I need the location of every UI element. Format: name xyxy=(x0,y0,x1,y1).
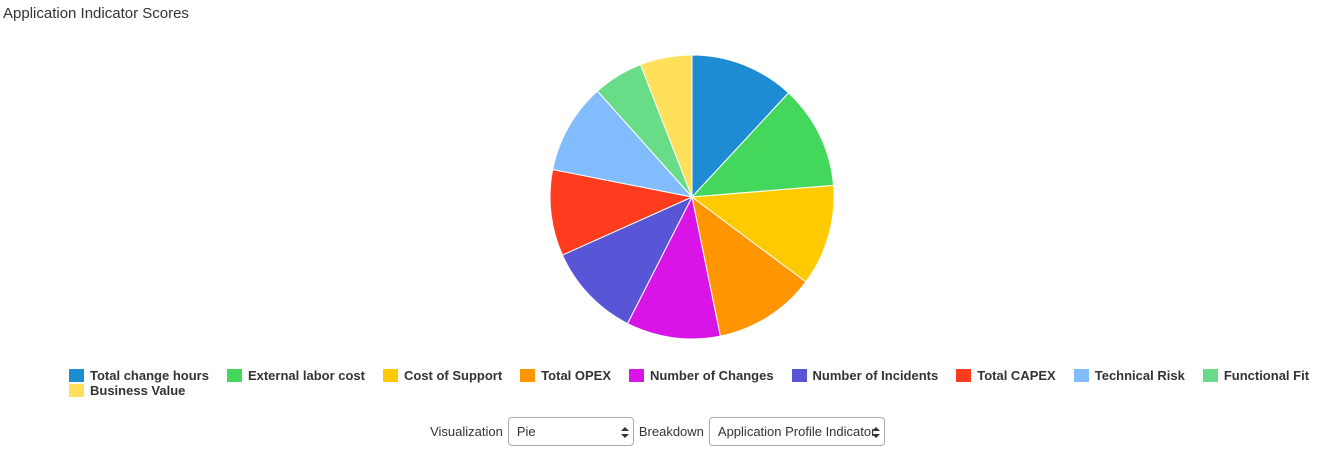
legend-label: Number of Incidents xyxy=(812,367,939,383)
legend-label: Total OPEX xyxy=(541,367,612,383)
legend-item[interactable]: Total change hours xyxy=(69,367,209,383)
legend-item[interactable]: Cost of Support xyxy=(382,367,503,383)
legend-label: Total change hours xyxy=(90,367,209,383)
legend-swatch xyxy=(69,383,84,397)
legend-label: Functional Fit xyxy=(1223,367,1310,383)
legend-swatch xyxy=(69,368,84,382)
legend-swatch xyxy=(791,368,807,382)
legend-item[interactable]: Number of Changes xyxy=(629,367,774,383)
legend-label: Business Value xyxy=(90,382,186,398)
legend-label: External labor cost xyxy=(247,367,365,383)
legend-label: Technical Risk xyxy=(1094,367,1185,383)
legend-swatch xyxy=(520,368,536,382)
select-value: Application Profile Indicator xyxy=(717,424,876,439)
legend-item[interactable]: External labor cost xyxy=(226,367,365,383)
pie-slice xyxy=(552,90,694,198)
pie-slice xyxy=(549,168,694,256)
visualization-select[interactable]: Pie xyxy=(507,417,634,446)
legend-item[interactable]: Technical Risk xyxy=(1073,367,1185,383)
legend-item[interactable]: Business Value xyxy=(69,382,186,398)
legend-swatch xyxy=(1202,368,1218,382)
pie-slice xyxy=(626,195,721,340)
visualization-label: Visualization xyxy=(430,424,503,439)
breakdown-select[interactable]: Application Profile Indicator xyxy=(708,417,885,446)
legend-item[interactable]: Number of Incidents xyxy=(791,367,939,383)
legend-label: Number of Changes xyxy=(650,367,774,383)
breakdown-label: Breakdown xyxy=(638,424,704,439)
legend-swatch xyxy=(629,368,645,382)
legend-swatch xyxy=(1073,368,1089,382)
legend-swatch xyxy=(226,368,242,382)
select-arrow xyxy=(871,427,880,438)
pie-slice xyxy=(691,54,790,199)
legend-item[interactable]: Total CAPEX xyxy=(956,367,1056,383)
select-arrow xyxy=(620,427,629,438)
legend-item[interactable]: Total OPEX xyxy=(520,367,612,383)
pie-slice xyxy=(690,92,835,198)
pie-slice xyxy=(690,184,835,283)
legend-item[interactable]: Functional Fit xyxy=(1202,367,1310,383)
pie-chart xyxy=(549,54,835,340)
legend-label: Cost of Support xyxy=(403,367,503,383)
select-value: Pie xyxy=(516,424,536,439)
controls: Visualization Pie Breakdown Application … xyxy=(0,417,1320,446)
chart-title: Application Indicator Scores xyxy=(3,5,189,22)
legend-swatch xyxy=(956,368,972,382)
legend: Total change hours External labor cost Cos… xyxy=(69,367,1320,398)
pie-slice xyxy=(639,54,693,198)
legend-label: Total CAPEX xyxy=(977,367,1056,383)
legend-swatch xyxy=(382,368,398,382)
pie-slice xyxy=(561,195,694,325)
pie-slice xyxy=(691,195,807,337)
